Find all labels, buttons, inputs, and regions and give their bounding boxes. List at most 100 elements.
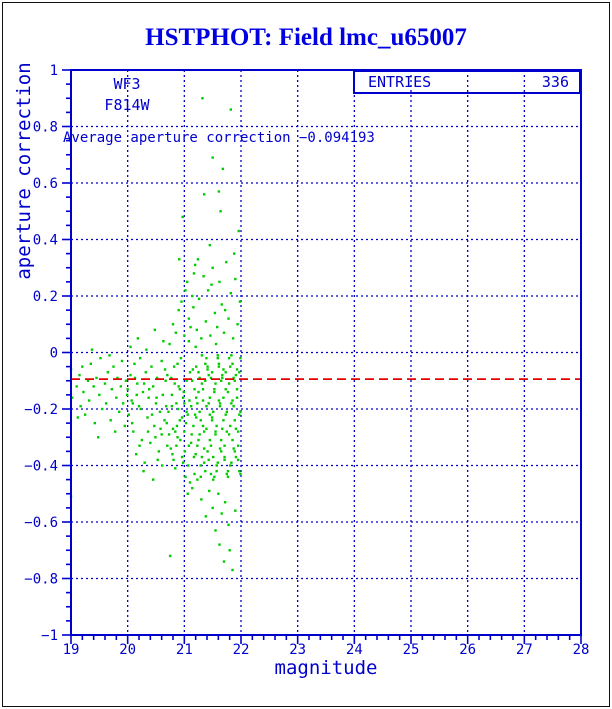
data-point [207,402,210,405]
data-point [202,447,206,450]
data-point [217,190,221,193]
data-point [212,478,215,481]
data-point [195,365,198,368]
y-tick-label: 0.4 [33,233,58,249]
data-point [172,365,176,368]
data-point [174,331,178,334]
data-point [181,215,184,219]
data-point [221,427,224,430]
data-point [211,266,214,269]
data-point [189,441,193,445]
data-point [103,382,107,385]
data-point [205,356,208,360]
y-tick-label: −1 [41,628,58,644]
data-point [217,365,221,368]
data-point [198,376,201,380]
data-point [204,469,207,473]
data-point [182,461,185,464]
data-point [149,441,152,445]
y-tick-label: 1 [50,63,58,79]
data-point [127,413,130,416]
data-point [173,382,176,385]
data-point [220,303,223,306]
data-point [187,444,191,447]
data-point [207,458,210,462]
data-point [158,410,162,414]
data-point [197,297,201,301]
data-point [218,447,222,450]
data-point [238,469,241,473]
data-point [189,404,193,408]
data-point [210,283,213,286]
data-point [194,453,197,456]
data-point [150,413,154,416]
data-point [227,382,231,385]
data-point [155,396,158,399]
data-point [116,376,119,380]
data-point [232,447,235,450]
data-point [180,416,184,419]
x-tick-label: 20 [119,642,136,658]
data-point [136,382,139,385]
data-point [204,362,207,365]
data-point [119,385,123,388]
data-point [189,325,192,329]
data-point [176,362,179,365]
data-point [200,337,203,340]
data-point [132,430,135,433]
data-point [208,396,212,399]
y-tick-label: −0.2 [24,402,58,418]
data-point [228,549,231,552]
data-point [215,469,218,473]
data-point [205,427,208,430]
data-point [223,444,226,447]
data-point [204,515,208,518]
data-point [156,458,159,462]
data-point [174,430,177,433]
data-point [121,402,125,405]
y-axis-title: aperture correction [13,62,35,280]
data-point [238,371,241,374]
data-point [174,467,177,470]
data-point [213,390,216,394]
x-tick-label: 23 [289,642,306,658]
data-point [234,455,238,459]
data-point [216,325,219,329]
data-point [233,450,236,453]
data-point [177,308,180,312]
data-point [214,342,218,346]
data-point [137,404,141,408]
data-point [206,450,209,453]
data-point [207,373,210,377]
data-point [175,424,179,428]
data-point [239,472,242,476]
data-point [110,388,113,391]
gridlines [71,70,581,635]
data-point [87,399,91,402]
entries-stat-box: ENTRIES 336 [353,70,581,94]
data-point [235,388,239,391]
data-point [183,334,186,337]
data-point [200,498,203,501]
data-point [143,461,146,464]
data-point [99,356,102,360]
data-point [208,438,212,442]
y-tick-label: −0.6 [24,515,58,531]
data-point [236,430,240,433]
data-point [86,379,90,382]
data-point [206,365,209,368]
data-point [231,568,234,572]
data-point [167,433,171,436]
data-point [210,371,214,374]
x-tick-label: 19 [63,642,80,658]
x-tick-label: 28 [573,642,590,658]
data-point [214,430,217,433]
data-point [98,393,101,397]
entries-label: ENTRIES [368,73,432,91]
data-point [208,489,211,493]
data-point [171,453,174,456]
data-point [146,416,149,419]
data-point [188,371,192,374]
data-point [227,317,230,320]
